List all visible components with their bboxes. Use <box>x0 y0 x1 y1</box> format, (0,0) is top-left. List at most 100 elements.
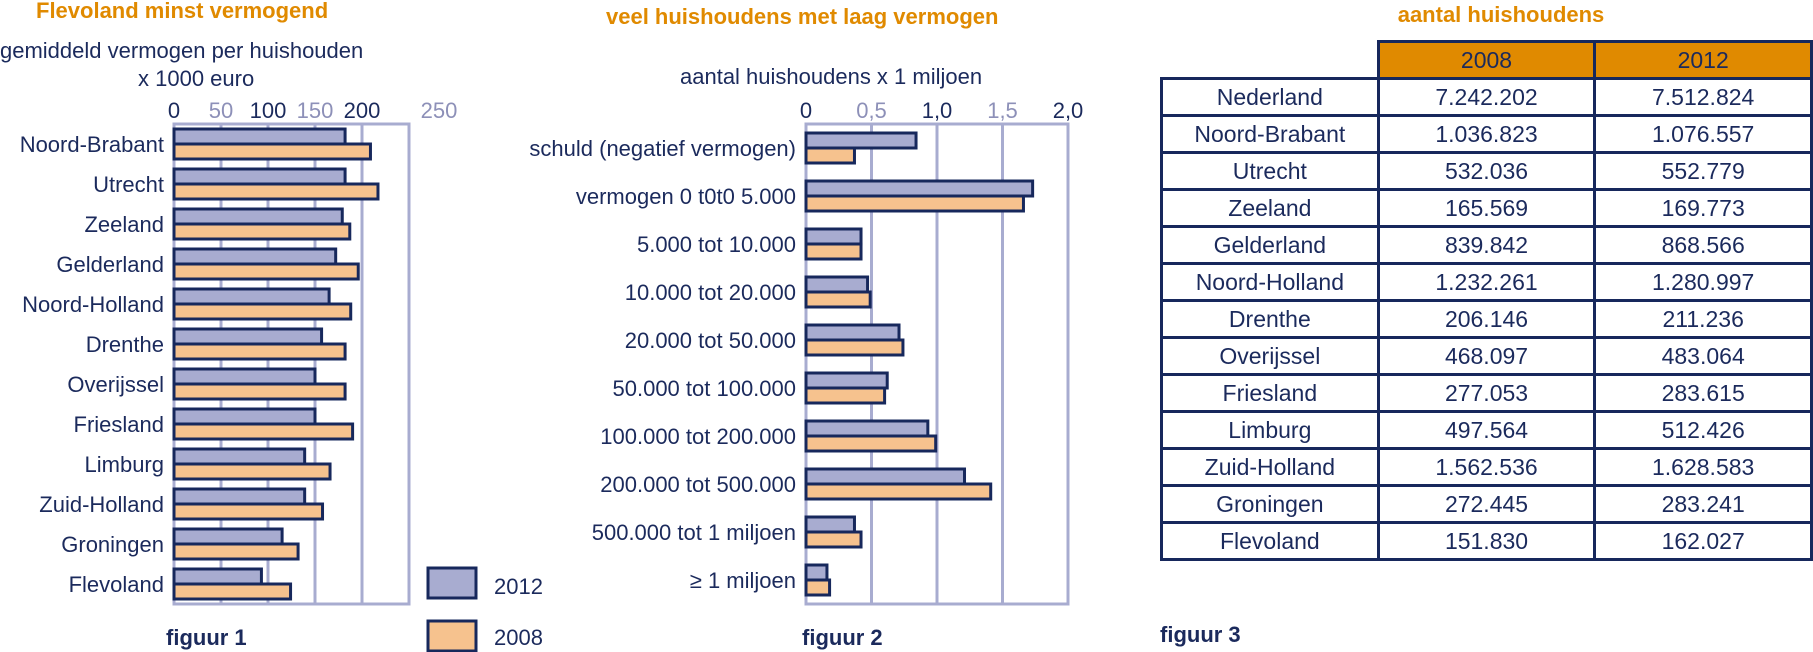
bar-2008 <box>804 386 887 405</box>
figure-1-title: Flevoland minst vermogend <box>36 0 328 23</box>
category-label: schuld (negatief vermogen) <box>529 136 796 161</box>
table-cell-v2008: 7.242.202 <box>1376 77 1597 117</box>
bar-2012 <box>804 227 863 246</box>
table-row: Zuid-Holland 1.562.536 1.628.583 <box>1160 447 1813 487</box>
table-cell-region: Friesland <box>1160 373 1380 413</box>
bar-2012 <box>172 567 263 586</box>
figure-1-category-labels: Noord-Brabant Utrecht Zeeland Gelderland Noo… <box>20 132 164 597</box>
table-cell-region: Limburg <box>1160 410 1380 450</box>
figure-2-category-labels: schuld (negatief vermogen) vermogen 0 t0t… <box>529 136 796 593</box>
bar-2008 <box>804 338 905 357</box>
category-label: Noord-Brabant <box>20 132 164 157</box>
table-row: Gelderland 839.842 868.566 <box>1160 225 1813 265</box>
table-cell-v2012: 283.241 <box>1593 484 1813 524</box>
table-cell-v2012: 552.779 <box>1593 151 1813 191</box>
tick-label: 0,5 <box>856 98 887 123</box>
bar-2008 <box>804 290 872 309</box>
bar-2012 <box>172 407 317 426</box>
bar-2012 <box>172 287 331 306</box>
bar-2012 <box>804 371 889 390</box>
bar-2012 <box>172 167 347 186</box>
table-cell-v2012: 211.236 <box>1593 299 1813 339</box>
category-label: 500.000 tot 1 miljoen <box>592 520 796 545</box>
bar-2012 <box>172 527 284 546</box>
bar-2012 <box>804 131 918 150</box>
bar-2008 <box>804 482 993 501</box>
tick-label: 1,5 <box>987 98 1018 123</box>
bar-2008 <box>172 222 352 241</box>
table-cell-v2008: 532.036 <box>1376 151 1597 191</box>
table-cell-v2008: 151.830 <box>1376 521 1597 561</box>
legend-swatch-2008 <box>426 619 478 652</box>
bar-2008 <box>172 142 372 161</box>
bar-2008 <box>172 342 347 361</box>
table-row: Limburg 497.564 512.426 <box>1160 410 1813 450</box>
bar-2012 <box>172 127 347 146</box>
bar-2012 <box>804 179 1035 198</box>
figure-1-unit: x 1000 euro <box>138 66 254 91</box>
table-cell-v2008: 839.842 <box>1376 225 1597 265</box>
tick-label: 2,0 <box>1053 98 1084 123</box>
table-row: Utrecht 532.036 552.779 <box>1160 151 1813 191</box>
figure-3-label: figuur 3 <box>1160 622 1241 647</box>
bar-2008 <box>172 582 293 601</box>
table-cell-region: Noord-Brabant <box>1160 114 1380 154</box>
category-label: Groningen <box>61 532 164 557</box>
bar-2008 <box>804 194 1025 213</box>
table-cell-v2008: 277.053 <box>1376 373 1597 413</box>
table-cell-region: Noord-Holland <box>1160 262 1380 302</box>
table-cell-region: Flevoland <box>1160 521 1380 561</box>
category-label: Zuid-Holland <box>39 492 164 517</box>
tick-label: 100 <box>250 98 287 123</box>
table-cell-v2012: 162.027 <box>1593 521 1813 561</box>
figure-1-bars <box>172 127 380 601</box>
table-cell-v2008: 1.562.536 <box>1376 447 1597 487</box>
legend-label-2012: 2012 <box>494 574 543 599</box>
bar-2008 <box>172 182 380 201</box>
table-cell-v2012: 1.076.557 <box>1593 114 1813 154</box>
bar-2008 <box>804 242 863 261</box>
table-cell-region: Gelderland <box>1160 225 1380 265</box>
table-cell-v2008: 206.146 <box>1376 299 1597 339</box>
table-header-row: 2008 2012 <box>1161 40 1813 80</box>
table-cell-v2012: 7.512.824 <box>1593 77 1813 117</box>
category-label: 100.000 tot 200.000 <box>600 424 796 449</box>
table-row: Overijssel 468.097 483.064 <box>1160 336 1813 376</box>
table-row: Noord-Brabant 1.036.823 1.076.557 <box>1160 114 1813 154</box>
table-cell-region: Zeeland <box>1160 188 1380 228</box>
table-cell-region: Nederland <box>1160 77 1380 117</box>
table-row: Zeeland 165.569 169.773 <box>1160 188 1813 228</box>
category-label: 50.000 tot 100.000 <box>613 376 797 401</box>
category-label: vermogen 0 t0t0 5.000 <box>576 184 796 209</box>
category-label: 10.000 tot 20.000 <box>625 280 796 305</box>
bar-2012 <box>804 275 870 294</box>
table-cell-v2008: 272.445 <box>1376 484 1597 524</box>
bar-2008 <box>172 462 332 481</box>
bar-2012 <box>172 487 307 506</box>
figure-2-bars <box>804 131 1035 597</box>
legend-label-2008: 2008 <box>494 625 543 650</box>
category-label: ≥ 1 miljoen <box>690 568 796 593</box>
figure-1-ticks: 0 50 100 150 200 250 <box>168 98 457 123</box>
bar-2008 <box>172 302 353 321</box>
bar-2012 <box>804 323 901 342</box>
table-cell-region: Groningen <box>1160 484 1380 524</box>
figure-2-ticks: 0 0,5 1,0 1,5 2,0 <box>800 98 1083 123</box>
bar-2012 <box>804 467 967 486</box>
bar-2008 <box>804 530 863 549</box>
figure-1-bar-chart: Flevoland minst vermogend gemiddeld verm… <box>0 0 543 652</box>
figure-2-bar-chart: veel huishoudens met laag vermogen aanta… <box>529 4 1083 650</box>
tick-label: 250 <box>421 98 458 123</box>
tick-label: 200 <box>344 98 381 123</box>
table-cell-region: Drenthe <box>1160 299 1380 339</box>
table-row: Nederland 7.242.202 7.512.824 <box>1160 77 1813 117</box>
category-label: Flevoland <box>69 572 164 597</box>
figure-2-subtitle: aantal huishoudens x 1 miljoen <box>680 64 982 89</box>
table-cell-region: Utrecht <box>1160 151 1380 191</box>
figure-3-title: aantal huishoudens <box>1397 2 1605 27</box>
category-label: Overijssel <box>67 372 164 397</box>
table-cell-v2012: 868.566 <box>1593 225 1813 265</box>
category-label: Utrecht <box>93 172 164 197</box>
households-table: 2008 2012 Nederland 7.242.202 7.512.824 Noo… <box>1160 40 1813 561</box>
table-cell-v2012: 483.064 <box>1593 336 1813 376</box>
